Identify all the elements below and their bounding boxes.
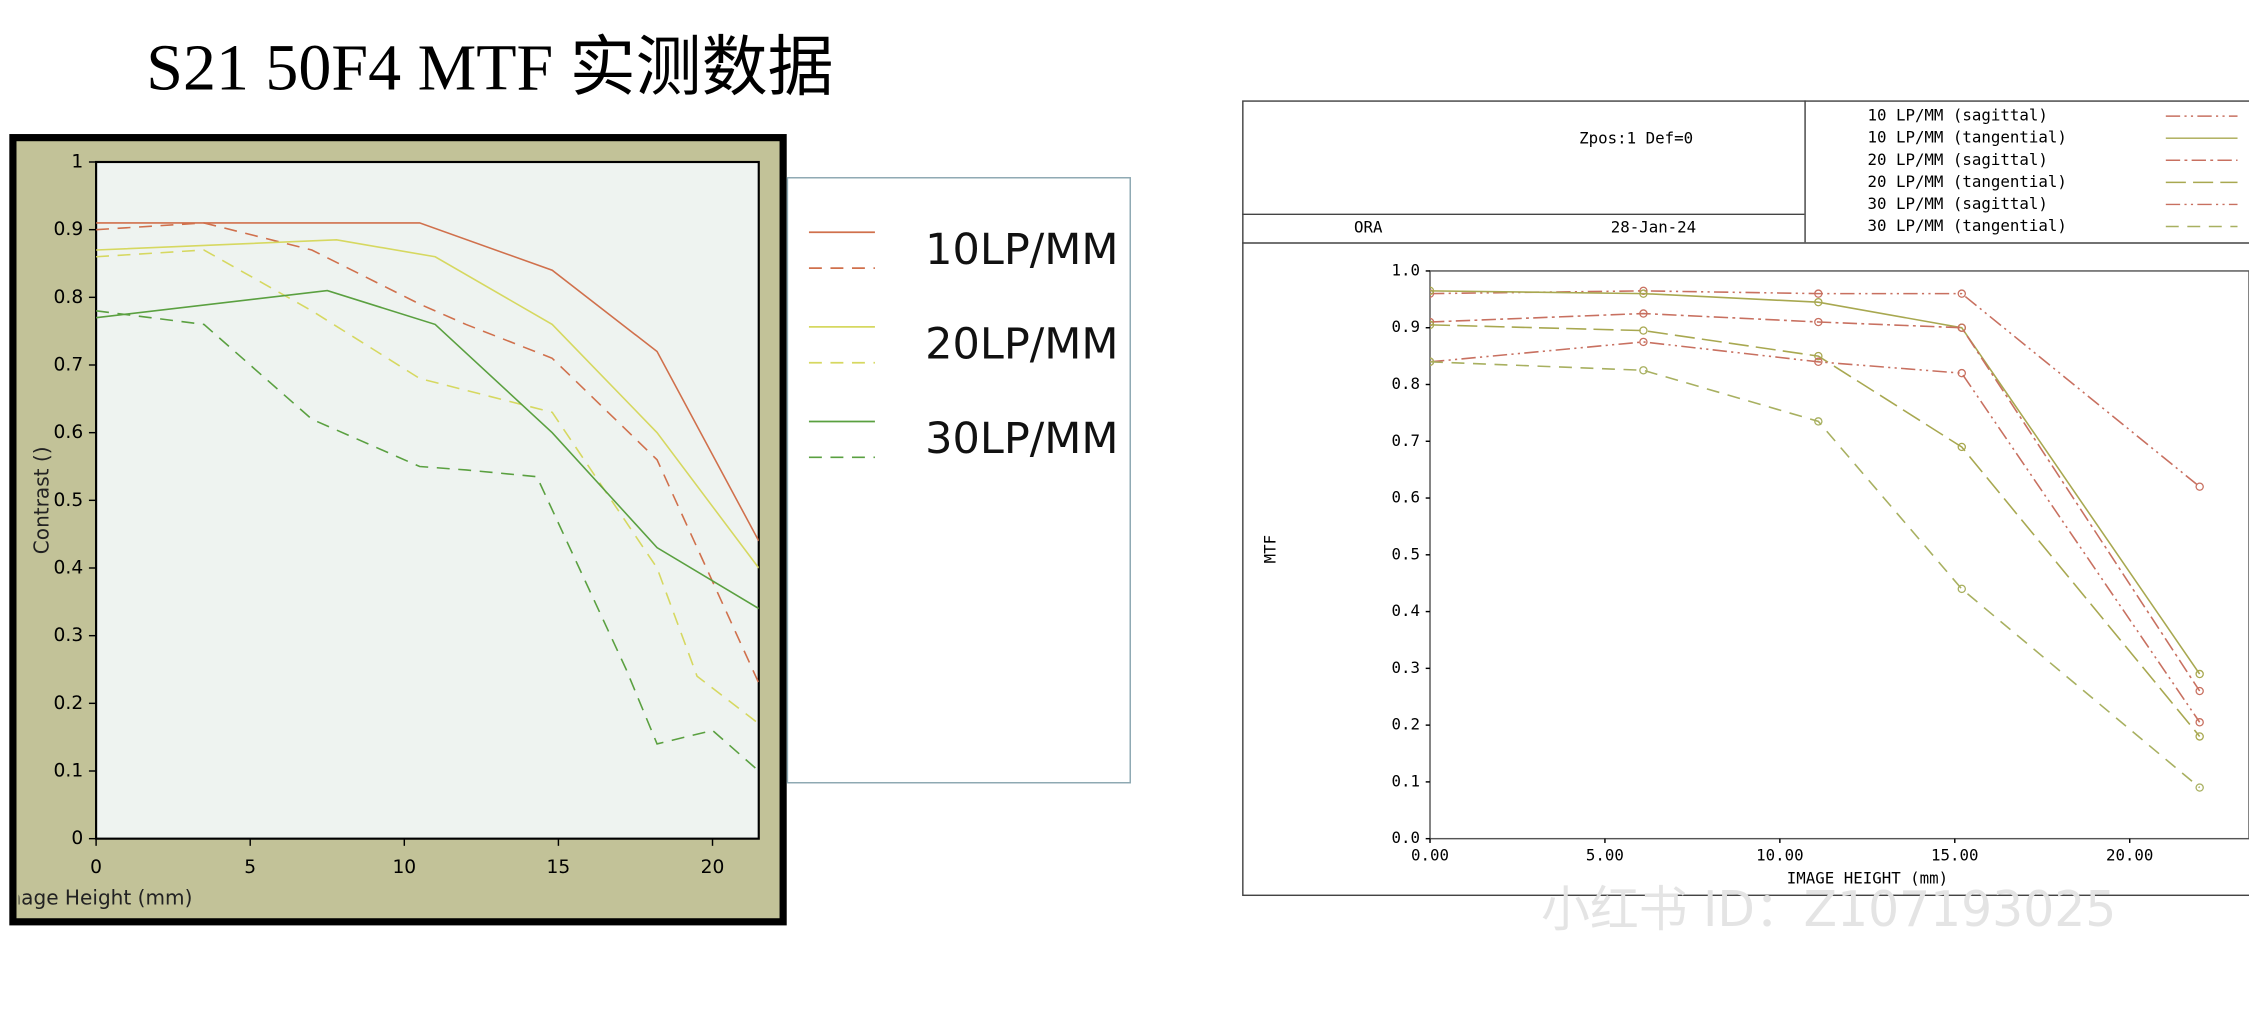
- y-tick-label: 0.5: [54, 490, 84, 511]
- series-line: [96, 310, 759, 772]
- data-point: [1430, 289, 1435, 298]
- data-point: [1814, 417, 1823, 426]
- y-tick-label: 0.7: [54, 355, 84, 376]
- x-tick-label: 15: [547, 857, 571, 878]
- legend-label: 10LP/MM: [925, 225, 1118, 275]
- x-tick-label: 15.00: [1931, 845, 1978, 864]
- y-tick-label: 0.9: [54, 219, 84, 240]
- data-point: [1639, 289, 1648, 298]
- series-line: [1430, 341, 2201, 723]
- y-tick-label: 0.2: [54, 693, 84, 714]
- data-point: [1639, 366, 1648, 375]
- data-point: [2195, 783, 2204, 792]
- x-tick-label: 10.00: [1756, 845, 1803, 864]
- data-point: [1430, 317, 1435, 327]
- data-point: [1814, 357, 1823, 367]
- y-tick-label: 0.0: [1391, 828, 1419, 847]
- y-tick-label: 1: [71, 152, 83, 173]
- x-tick-label: 20: [701, 857, 725, 878]
- legend-label: 30 LP/MM (sagittal): [1867, 194, 2047, 213]
- y-axis-label: MTF: [1260, 535, 1279, 563]
- data-point: [1639, 286, 1648, 296]
- legend-label: 10 LP/MM (sagittal): [1867, 106, 2047, 125]
- data-point: [2195, 732, 2204, 741]
- y-tick-label: 0.1: [54, 761, 84, 782]
- data-point: [1957, 368, 1967, 378]
- x-axis-label: Image Height (mm): [0, 885, 192, 909]
- data-point: [1957, 289, 1967, 298]
- y-tick-label: 0.2: [1391, 715, 1419, 734]
- legend-label: 30LP/MM: [925, 414, 1118, 464]
- legend-label: 20 LP/MM (tangential): [1867, 172, 2066, 191]
- header-info: Zpos:1 Def=0: [1579, 129, 1693, 148]
- legend-box: [786, 177, 1131, 784]
- data-point: [1814, 297, 1823, 307]
- header-date: 28-Jan-24: [1611, 217, 1696, 236]
- legend-label: 30 LP/MM (tangential): [1867, 216, 2066, 235]
- y-tick-label: 0.1: [1391, 771, 1419, 790]
- data-point: [1430, 286, 1435, 296]
- series-line: [1430, 290, 2201, 488]
- y-axis-label: Contrast (): [30, 446, 54, 554]
- data-point: [2195, 686, 2204, 696]
- header-lens: ORA: [1354, 217, 1383, 236]
- series-line: [1430, 361, 2201, 789]
- legend-label: 20LP/MM: [925, 319, 1118, 369]
- plot-area: [95, 160, 760, 840]
- data-point: [1639, 309, 1648, 318]
- y-tick-label: 0.3: [54, 625, 84, 646]
- data-point: [1639, 337, 1648, 347]
- y-tick-label: 0.8: [54, 287, 84, 308]
- data-point: [1430, 357, 1435, 367]
- data-point: [1957, 442, 1967, 452]
- x-tick-label: 5.00: [1586, 845, 1624, 864]
- data-point: [1957, 584, 1967, 594]
- x-tick-label: 5: [244, 857, 256, 878]
- x-tick-label: 0.00: [1411, 845, 1449, 864]
- data-point: [2195, 669, 2204, 679]
- y-tick-label: 0: [71, 828, 83, 849]
- y-tick-label: 0.5: [1391, 544, 1419, 563]
- data-point: [2195, 482, 2204, 491]
- series-line: [96, 222, 759, 684]
- watermark: 小红书 ID：Z107193025: [1541, 882, 2116, 938]
- x-tick-label: 20.00: [2106, 845, 2153, 864]
- chart-frame: [1242, 100, 2249, 897]
- series-line: [1430, 324, 2201, 737]
- series-group: [96, 222, 759, 772]
- series-line: [96, 289, 759, 610]
- series-group: [1430, 286, 2204, 792]
- y-tick-label: 0.4: [54, 558, 84, 579]
- series-line: [96, 239, 759, 569]
- data-point: [1639, 326, 1648, 335]
- data-point: [1814, 317, 1823, 327]
- data-point: [1957, 323, 1967, 332]
- x-axis-label: IMAGE HEIGHT (mm): [1787, 868, 1948, 887]
- series-line: [96, 222, 759, 542]
- legend-label: 20 LP/MM (sagittal): [1867, 150, 2047, 169]
- series-line: [1430, 312, 2201, 692]
- y-tick-label: 0.7: [1391, 431, 1419, 450]
- y-tick-label: 0.3: [1391, 658, 1419, 677]
- x-tick-label: 10: [392, 857, 416, 878]
- series-line: [96, 249, 759, 725]
- y-tick-label: 0.9: [1391, 317, 1419, 336]
- legend-label: 10 LP/MM (tangential): [1867, 128, 2066, 147]
- x-tick-label: 0: [90, 857, 102, 878]
- data-point: [1430, 320, 1435, 330]
- y-tick-label: 0.4: [1391, 601, 1419, 620]
- y-tick-label: 0.6: [54, 422, 84, 443]
- data-point: [1814, 351, 1823, 361]
- data-point: [1814, 289, 1823, 298]
- y-tick-label: 1.0: [1391, 260, 1419, 279]
- series-line: [1430, 290, 2201, 675]
- data-point: [2195, 718, 2204, 727]
- y-tick-label: 0.8: [1391, 374, 1419, 393]
- y-tick-label: 0.6: [1391, 488, 1419, 507]
- page-title: S21 50F4 MTF 实测数据: [146, 32, 833, 105]
